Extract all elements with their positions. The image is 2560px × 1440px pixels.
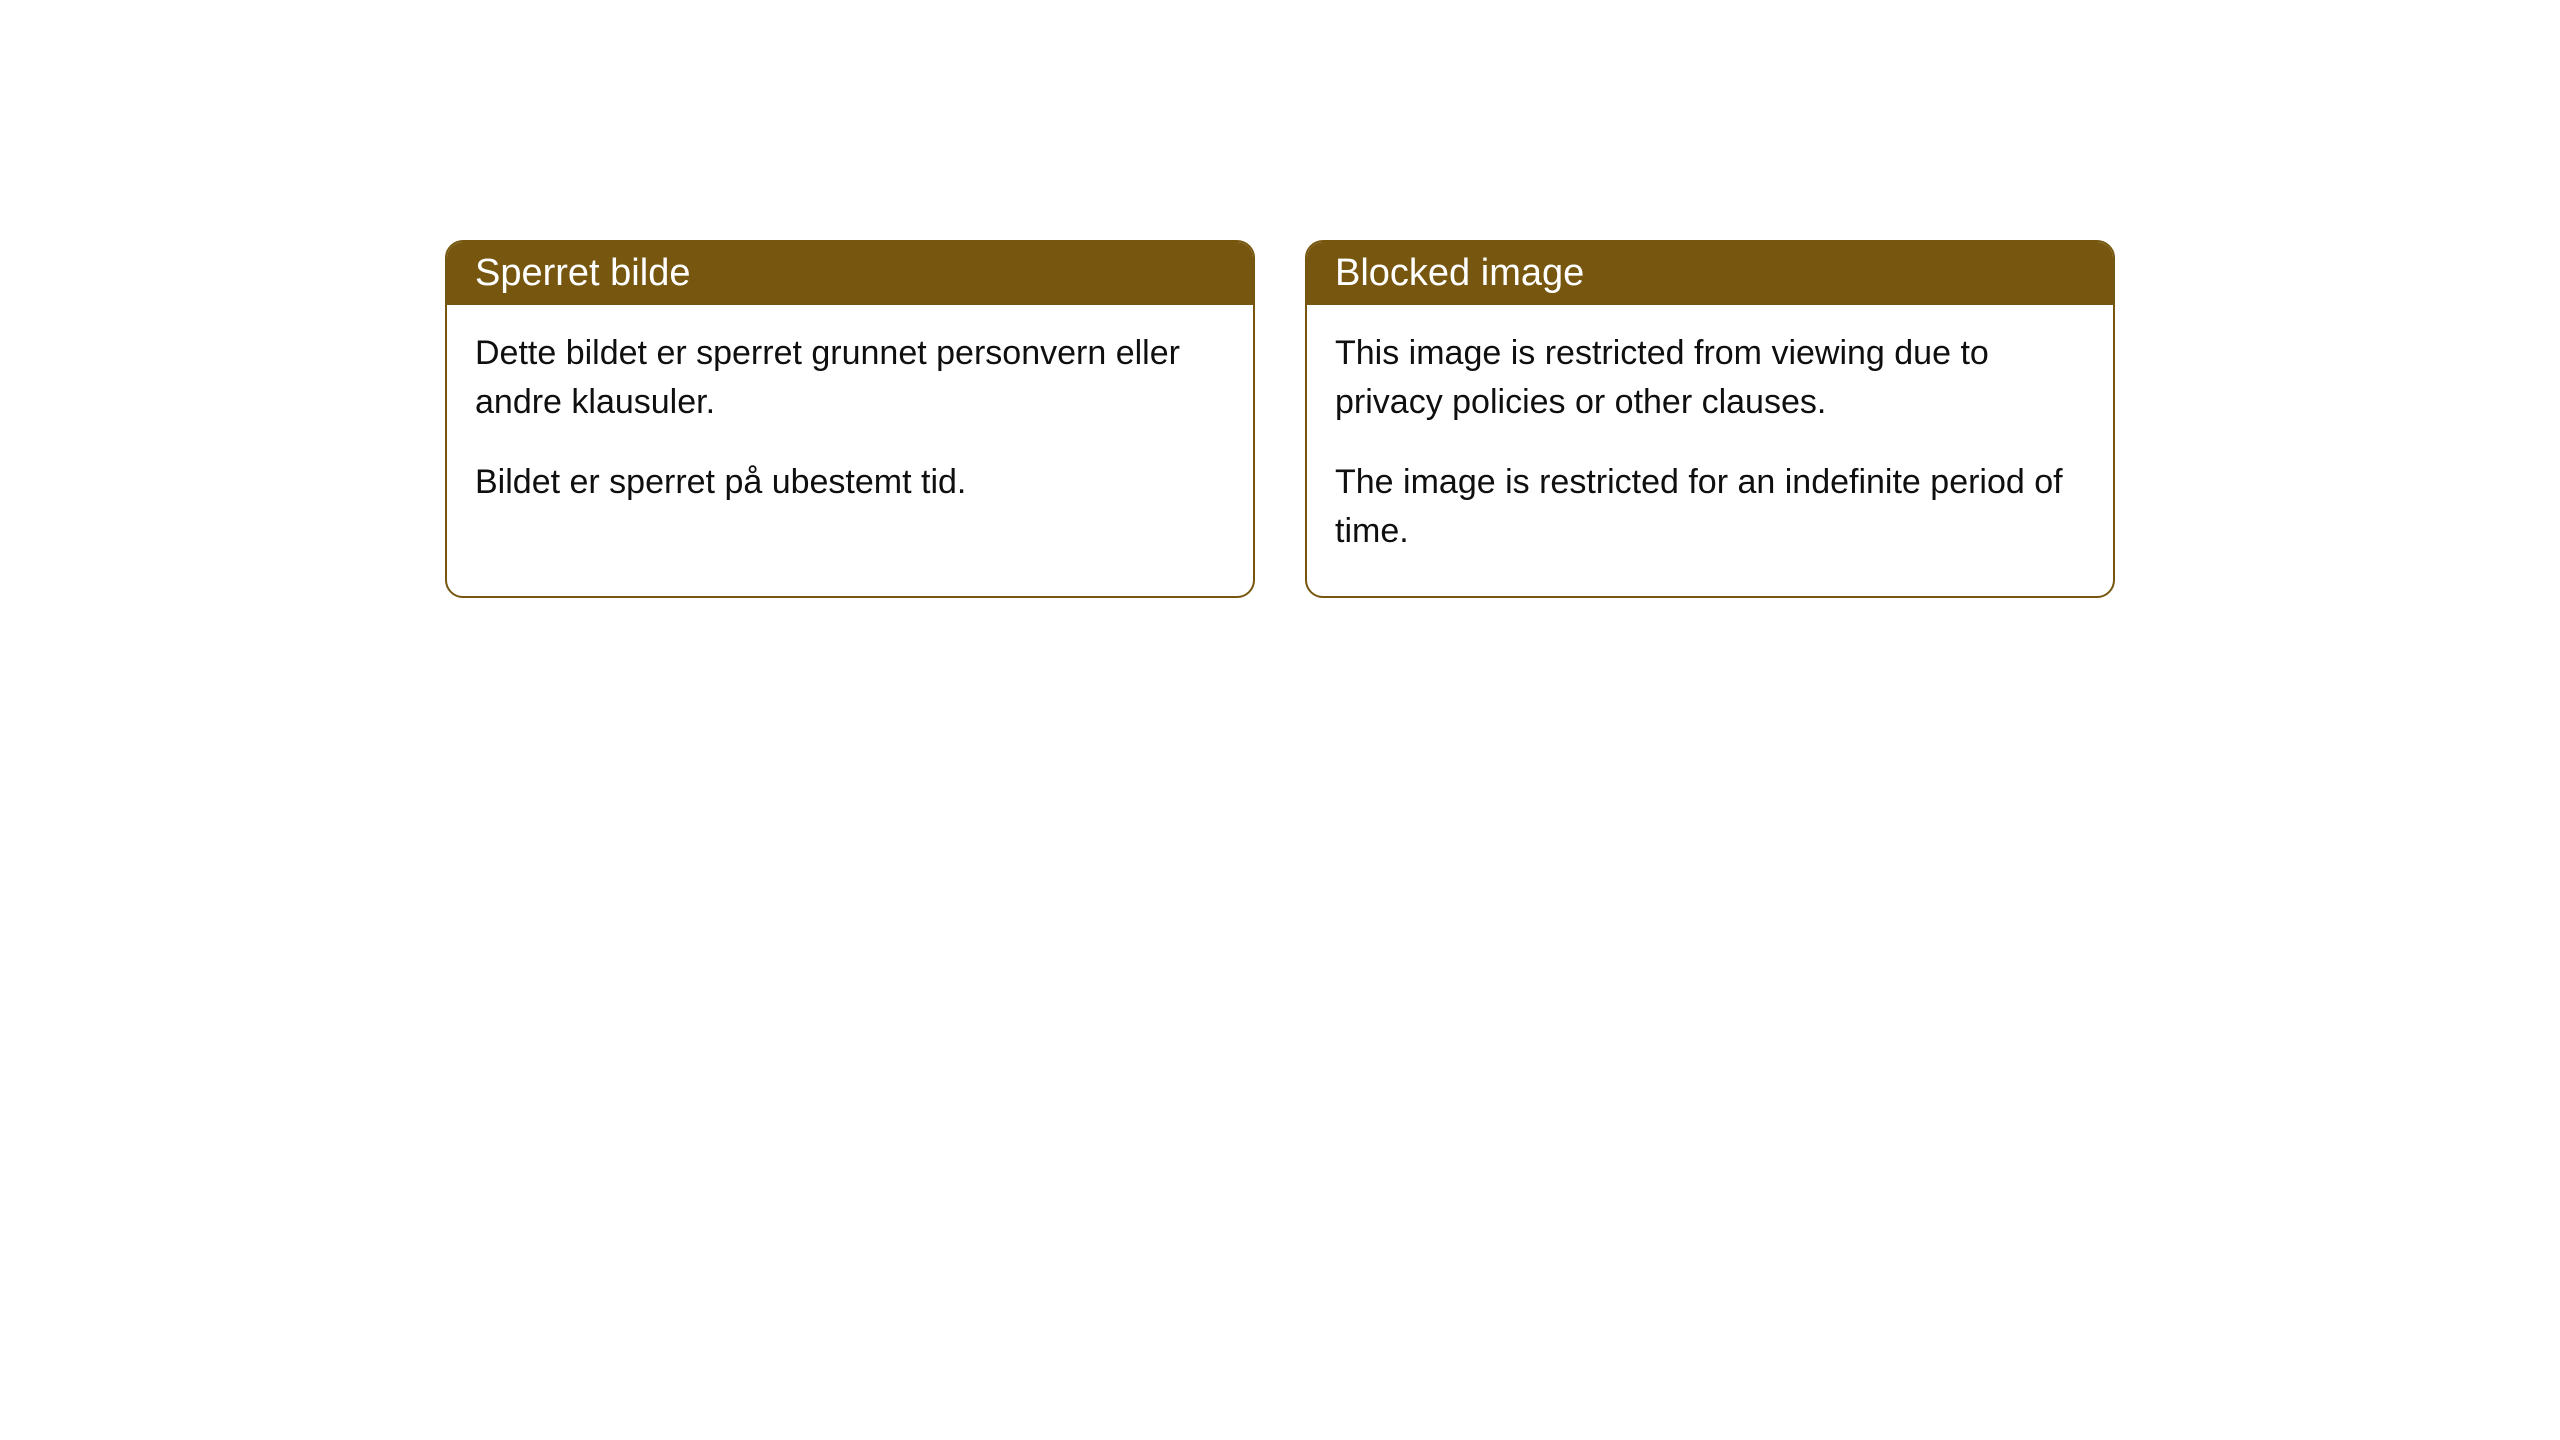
notice-card-english: Blocked image This image is restricted f… [1305,240,2115,598]
card-header-norwegian: Sperret bilde [447,242,1253,305]
card-text-english-2: The image is restricted for an indefinit… [1335,458,2085,557]
card-header-english: Blocked image [1307,242,2113,305]
notice-cards-container: Sperret bilde Dette bildet er sperret gr… [445,240,2115,598]
notice-card-norwegian: Sperret bilde Dette bildet er sperret gr… [445,240,1255,598]
card-text-norwegian-1: Dette bildet er sperret grunnet personve… [475,329,1225,428]
card-body-norwegian: Dette bildet er sperret grunnet personve… [447,305,1253,547]
card-text-english-1: This image is restricted from viewing du… [1335,329,2085,428]
card-text-norwegian-2: Bildet er sperret på ubestemt tid. [475,458,1225,507]
card-body-english: This image is restricted from viewing du… [1307,305,2113,596]
